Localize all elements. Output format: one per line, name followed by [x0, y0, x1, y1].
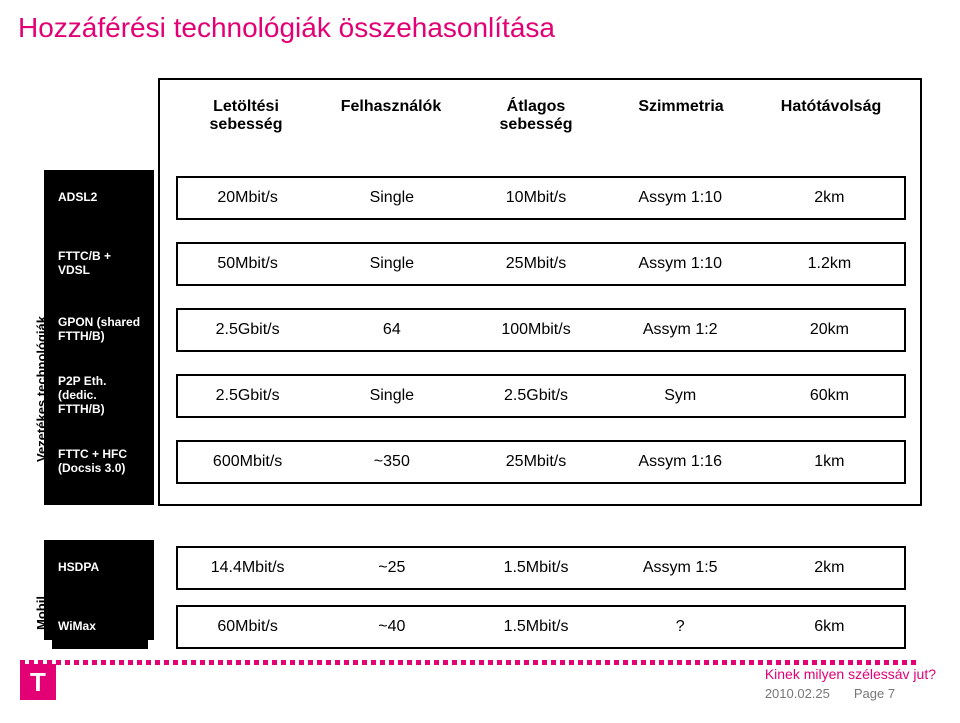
cell-range: 1.2km	[755, 255, 904, 273]
tech-label: WiMax	[52, 605, 148, 649]
cell-range: 6km	[755, 618, 904, 636]
cell-users: ~350	[317, 453, 466, 471]
cell-avg: 25Mbit/s	[466, 453, 605, 471]
cell-users: Single	[317, 189, 466, 207]
tech-label: ADSL2	[52, 176, 148, 220]
slide-title: Hozzáférési technológiák összehasonlítás…	[0, 0, 960, 44]
footer-date: 2010.02.25	[765, 686, 830, 701]
data-row: 600Mbit/s ~350 25Mbit/s Assym 1:16 1km	[176, 440, 906, 484]
col-header-range: Hatótávolság	[756, 98, 906, 134]
data-row: 60Mbit/s ~40 1.5Mbit/s ? 6km	[176, 605, 906, 649]
cell-users: ~25	[317, 559, 466, 577]
col-header-symmetry: Szimmetria	[606, 98, 756, 134]
col-header-average: Átlagos sebesség	[466, 98, 606, 134]
cell-sym: Assym 1:16	[606, 453, 755, 471]
tech-label: P2P Eth. (dedic. FTTH/B)	[52, 374, 148, 418]
tech-label: GPON (shared FTTH/B)	[52, 308, 148, 352]
cell-users: 64	[317, 321, 466, 339]
cell-range: 1km	[755, 453, 904, 471]
cell-users: Single	[317, 387, 466, 405]
cell-avg: 100Mbit/s	[466, 321, 605, 339]
cell-download: 50Mbit/s	[178, 255, 317, 273]
footer-page: Page 7	[854, 686, 895, 701]
cell-sym: ?	[606, 618, 755, 636]
cell-range: 2km	[755, 189, 904, 207]
data-row: 2.5Gbit/s 64 100Mbit/s Assym 1:2 20km	[176, 308, 906, 352]
cell-range: 20km	[755, 321, 904, 339]
cell-download: 600Mbit/s	[178, 453, 317, 471]
cell-download: 2.5Gbit/s	[178, 321, 317, 339]
data-row: 14.4Mbit/s ~25 1.5Mbit/s Assym 1:5 2km	[176, 546, 906, 590]
cell-avg: 25Mbit/s	[466, 255, 605, 273]
tech-label: FTTC + HFC (Docsis 3.0)	[52, 440, 148, 484]
footer-title: Kinek milyen szélessáv jut?	[765, 666, 936, 682]
cell-users: Single	[317, 255, 466, 273]
wired-side-label: Vezetékes technológiák	[34, 316, 49, 462]
data-row: 2.5Gbit/s Single 2.5Gbit/s Sym 60km	[176, 374, 906, 418]
cell-sym: Sym	[606, 387, 755, 405]
cell-sym: Assym 1:2	[606, 321, 755, 339]
cell-sym: Assym 1:5	[606, 559, 755, 577]
cell-sym: Assym 1:10	[606, 255, 755, 273]
tech-label: FTTC/B + VDSL	[52, 242, 148, 286]
footer-block: Kinek milyen szélessáv jut? 2010.02.25 P…	[765, 666, 936, 701]
cell-avg: 1.5Mbit/s	[466, 559, 605, 577]
cell-avg: 2.5Gbit/s	[466, 387, 605, 405]
cell-users: ~40	[317, 618, 466, 636]
tech-label: HSDPA	[52, 546, 148, 590]
cell-sym: Assym 1:10	[606, 189, 755, 207]
col-header-users: Felhasználók	[316, 98, 466, 134]
cell-download: 14.4Mbit/s	[178, 559, 317, 577]
cell-range: 2km	[755, 559, 904, 577]
col-header-download: Letöltési sebesség	[176, 98, 316, 134]
data-row: 50Mbit/s Single 25Mbit/s Assym 1:10 1.2k…	[176, 242, 906, 286]
cell-range: 60km	[755, 387, 904, 405]
cell-download: 20Mbit/s	[178, 189, 317, 207]
t-logo-icon: T	[20, 664, 56, 700]
cell-download: 2.5Gbit/s	[178, 387, 317, 405]
cell-avg: 10Mbit/s	[466, 189, 605, 207]
cell-download: 60Mbit/s	[178, 618, 317, 636]
header-row: Letöltési sebesség Felhasználók Átlagos …	[176, 98, 906, 134]
data-row: 20Mbit/s Single 10Mbit/s Assym 1:10 2km	[176, 176, 906, 220]
cell-avg: 1.5Mbit/s	[466, 618, 605, 636]
